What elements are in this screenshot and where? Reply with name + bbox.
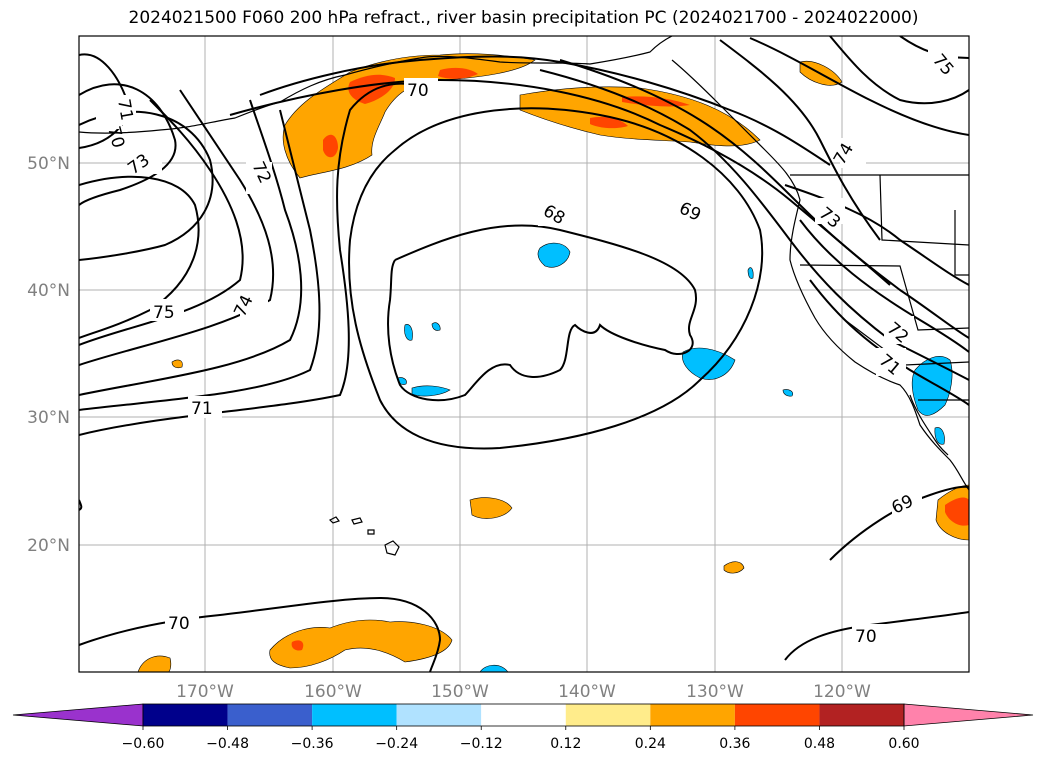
colorbar-swatch [312,704,397,726]
lat-label: 50°N [27,154,70,174]
lat-label: 40°N [27,281,70,301]
colorbar-swatch [734,704,820,726]
contour-label-70-south: 70 [168,614,190,634]
lat-label: 20°N [27,536,70,556]
colorbar-tick-label: 0.48 [804,736,835,752]
colorbar-swatch [819,704,904,726]
colorbar-swatch [143,704,228,726]
colorbar-tick-label: −0.48 [206,736,249,752]
colorbar-swatch [565,704,651,726]
colorbar-tick-label: 0.12 [550,736,581,752]
colorbar-swatch [650,704,735,726]
contour-label-70-southeast: 70 [855,627,877,647]
colorbar-tick-label: −0.36 [291,736,334,752]
colorbar-tick-label: 0.36 [719,736,750,752]
colorbar-extend-low [12,703,144,727]
longitude-labels: 170°W 160°W 150°W 140°W 130°W 120°W [176,682,871,702]
map-frame [78,35,970,673]
lon-label: 170°W [176,682,234,702]
map-panel: 70 71 73 72 75 74 71 70 68 69 74 73 72 7… [79,36,969,672]
colorbar-swatch [481,704,566,726]
colorbar-frame [142,703,905,727]
lat-label: 30°N [27,408,70,428]
colorbar-tick-label: −0.12 [460,736,503,752]
coastlines [79,36,969,556]
lon-label: 130°W [686,682,744,702]
lon-label: 120°W [813,682,871,702]
colorbar-tick-label: 0.24 [635,736,666,752]
colorbar-tick-label: 0.60 [888,736,919,752]
map-title: 2024021500 F060 200 hPa refract., river … [128,8,919,28]
colorbar-swatch [396,704,482,726]
contour-label-75-west: 75 [153,303,175,323]
colorbar-swatch [227,704,313,726]
contour-label-70-north: 70 [407,81,429,101]
lon-label: 140°W [558,682,616,702]
contour-labels: 70 71 73 72 75 74 71 70 68 69 74 73 72 7… [96,45,958,647]
refractivity-contours [79,36,969,672]
colorbar: −0.60 −0.48 −0.36 −0.24 −0.12 0.12 0.24 0.36 0.4… [12,703,1034,752]
colorbar-extend-high [903,703,1034,727]
latitude-labels: 50°N 40°N 30°N 20°N [27,154,70,556]
contour-label-71-southwest: 71 [191,399,213,419]
contour-label-71-west: 71 [113,97,136,122]
colorbar-tick-label: −0.24 [375,736,418,752]
colorbar-tick-label: −0.60 [122,736,165,752]
lon-label: 150°W [431,682,489,702]
lon-label: 160°W [304,682,362,702]
